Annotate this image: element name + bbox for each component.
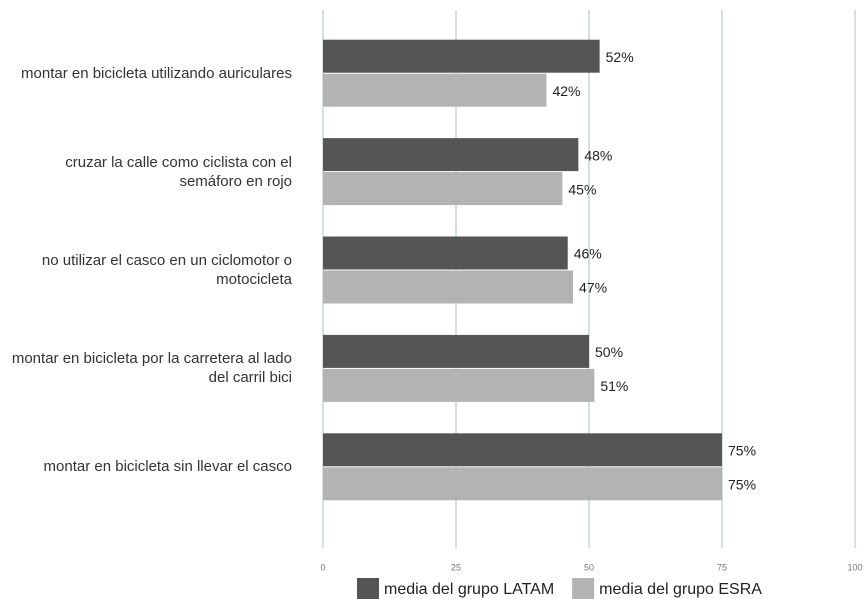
bar xyxy=(323,270,574,304)
bar xyxy=(323,334,589,368)
x-tick-label: 100 xyxy=(847,562,862,572)
bar xyxy=(323,39,600,73)
legend-label: media del grupo LATAM xyxy=(384,581,554,598)
legend-label: media del grupo ESRA xyxy=(599,581,762,598)
value-label: 75% xyxy=(728,477,756,493)
bar xyxy=(323,467,722,501)
value-label: 51% xyxy=(600,378,628,394)
value-label: 42% xyxy=(552,83,580,99)
bar xyxy=(323,73,547,107)
bar xyxy=(323,236,568,270)
x-tick-label: 25 xyxy=(451,562,461,572)
x-tick-label: 50 xyxy=(584,562,594,572)
category-label: montar en bicicleta utilizando auricular… xyxy=(21,64,292,82)
category-label: montar en bicicleta sin llevar el casco xyxy=(43,458,292,476)
value-label: 47% xyxy=(579,280,607,296)
value-label: 45% xyxy=(568,181,596,197)
value-label: 46% xyxy=(574,246,602,262)
value-label: 52% xyxy=(606,49,634,65)
category-label: cruzar la calle como ciclista con el sem… xyxy=(65,153,292,190)
x-tick-label: 0 xyxy=(320,562,325,572)
value-label: 48% xyxy=(584,147,612,163)
bar xyxy=(323,172,563,206)
bar xyxy=(323,433,722,467)
category-label: montar en bicicleta por la carretera al … xyxy=(11,350,292,387)
bar xyxy=(323,368,595,402)
x-tick-label: 75 xyxy=(717,562,727,572)
legend-swatch xyxy=(572,578,595,599)
value-label: 50% xyxy=(595,344,623,360)
legend-swatch xyxy=(357,578,379,599)
value-label: 75% xyxy=(728,443,756,459)
category-label: no utilizar el casco en un ciclomotor o … xyxy=(41,252,292,288)
bar xyxy=(323,138,579,172)
